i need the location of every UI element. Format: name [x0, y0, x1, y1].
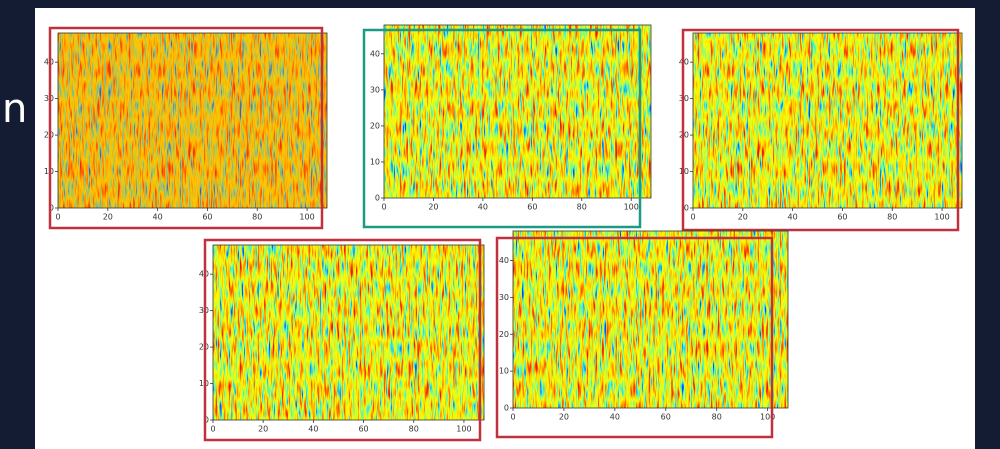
slide-text: n: [2, 86, 28, 132]
axes-frame: [512, 230, 789, 409]
y-tick-label: 20: [499, 330, 509, 339]
y-tick-label: 0: [684, 204, 689, 213]
x-tick-label: 100: [934, 213, 949, 222]
x-tick-label: 40: [610, 413, 620, 422]
x-tick-label: 80: [887, 213, 897, 222]
x-tick-label: 60: [837, 213, 847, 222]
x-tick-label: 100: [456, 425, 471, 434]
x-tick-label: 60: [661, 413, 671, 422]
y-tick-label: 40: [499, 256, 509, 265]
y-tick-label: 20: [370, 121, 380, 130]
y-tick-label: 10: [499, 367, 509, 376]
heatmap: [384, 25, 651, 198]
x-tick-label: 40: [153, 213, 163, 222]
axes-frame: [57, 32, 328, 209]
y-tick-label: 30: [370, 85, 380, 94]
x-tick-label: 20: [428, 203, 438, 212]
heatmap-tint: [58, 33, 327, 208]
highlight-frame: [495, 236, 774, 439]
x-tick-label: 100: [299, 213, 314, 222]
heatmap: [213, 245, 484, 420]
x-tick-label: 20: [258, 425, 268, 434]
x-tick-label: 100: [760, 413, 775, 422]
x-tick-label: 40: [308, 425, 318, 434]
axes-frame: [212, 244, 485, 421]
x-tick-label: 20: [103, 213, 113, 222]
x-tick-label: 0: [690, 213, 695, 222]
x-tick-label: 40: [478, 203, 488, 212]
x-tick-label: 60: [527, 203, 537, 212]
x-tick-label: 20: [738, 213, 748, 222]
highlight-frame: [681, 28, 960, 232]
axes-frame: [692, 32, 963, 209]
highlight-frame: [203, 238, 482, 442]
highlight-frame: [48, 26, 324, 230]
x-tick-label: 0: [510, 413, 515, 422]
heatmap: [513, 231, 788, 408]
x-tick-label: 0: [210, 425, 215, 434]
heatmap: [693, 33, 962, 208]
y-tick-label: 30: [499, 293, 509, 302]
x-tick-label: 80: [577, 203, 587, 212]
x-tick-label: 100: [624, 203, 639, 212]
heatmap: [58, 33, 327, 208]
y-tick-label: 0: [204, 416, 209, 425]
x-tick-label: 20: [559, 413, 569, 422]
highlight-frame: [362, 28, 642, 229]
x-tick-label: 80: [409, 425, 419, 434]
x-tick-label: 40: [788, 213, 798, 222]
y-tick-label: 0: [375, 194, 380, 203]
x-tick-label: 60: [358, 425, 368, 434]
y-tick-label: 0: [49, 204, 54, 213]
x-tick-label: 0: [381, 203, 386, 212]
x-tick-label: 80: [712, 413, 722, 422]
y-tick-label: 40: [370, 49, 380, 58]
x-tick-label: 80: [252, 213, 262, 222]
axes-frame: [383, 24, 652, 199]
x-tick-label: 0: [55, 213, 60, 222]
y-tick-label: 0: [504, 404, 509, 413]
y-tick-label: 10: [370, 157, 380, 166]
x-tick-label: 60: [202, 213, 212, 222]
